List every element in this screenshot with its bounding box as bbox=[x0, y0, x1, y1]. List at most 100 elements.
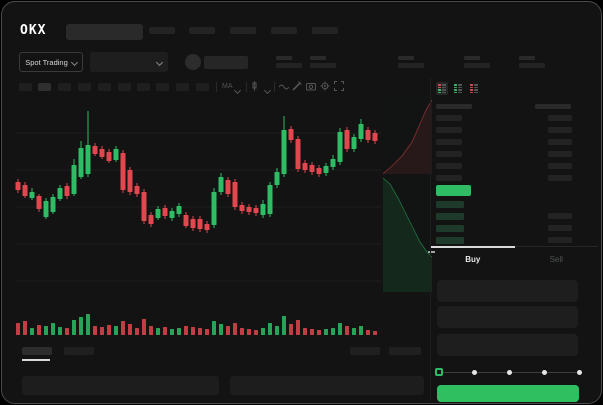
volume-bar bbox=[65, 328, 69, 335]
icon-row bbox=[470, 84, 478, 86]
bid-amount-placeholder[interactable] bbox=[548, 213, 572, 219]
timeframe-button[interactable] bbox=[38, 83, 51, 91]
bid-price-placeholder[interactable] bbox=[436, 213, 464, 220]
tab-buy[interactable]: Buy bbox=[431, 246, 515, 272]
indicator-ma-button[interactable]: MA bbox=[222, 83, 233, 90]
ask-amount-placeholder[interactable] bbox=[548, 151, 572, 157]
volume-bar bbox=[156, 328, 160, 335]
ask-amount-placeholder[interactable] bbox=[548, 115, 572, 121]
volume-bar bbox=[177, 328, 181, 335]
candle-body bbox=[344, 130, 350, 149]
bottom-action-placeholder[interactable] bbox=[350, 347, 380, 355]
chevron-down-icon bbox=[155, 58, 164, 67]
tab-sell[interactable]: Sell bbox=[549, 255, 563, 264]
toolbar-divider bbox=[274, 82, 275, 92]
draw-pencil-icon[interactable] bbox=[292, 81, 302, 91]
bid-price-placeholder[interactable] bbox=[436, 237, 464, 244]
ask-price-placeholder[interactable] bbox=[436, 163, 462, 169]
chevron-down-icon bbox=[70, 58, 78, 66]
orders-panel-placeholder bbox=[22, 376, 219, 395]
pair-dropdown[interactable] bbox=[90, 52, 168, 72]
ask-price-placeholder[interactable] bbox=[436, 127, 462, 133]
bid-price-placeholder[interactable] bbox=[436, 225, 464, 232]
icon-dot bbox=[454, 84, 457, 86]
timeframe-button[interactable] bbox=[176, 83, 189, 91]
volume-bar bbox=[30, 328, 34, 335]
volume-bar bbox=[324, 329, 328, 335]
icon-line bbox=[458, 86, 462, 89]
book-both-sides-icon[interactable] bbox=[436, 82, 448, 95]
slider-stop[interactable] bbox=[576, 369, 582, 375]
bottom-tab-placeholder[interactable] bbox=[64, 347, 94, 355]
icon-line bbox=[474, 89, 478, 91]
amount-percent-slider[interactable] bbox=[435, 367, 582, 377]
bid-amount-placeholder[interactable] bbox=[548, 237, 572, 243]
book-asks-only-icon[interactable] bbox=[468, 82, 480, 95]
stat-label-placeholder bbox=[310, 56, 326, 60]
timeframe-button[interactable] bbox=[98, 83, 111, 91]
search-input[interactable] bbox=[66, 24, 143, 40]
candle-body bbox=[57, 188, 63, 199]
candle-body bbox=[64, 186, 70, 196]
timeframe-button[interactable] bbox=[156, 83, 169, 91]
candle-body bbox=[134, 186, 140, 194]
ask-amount-placeholder[interactable] bbox=[548, 139, 572, 145]
candle-body bbox=[15, 182, 21, 190]
nav-item-placeholder[interactable] bbox=[312, 27, 338, 34]
candle-body bbox=[113, 149, 119, 160]
candle-body bbox=[106, 152, 112, 161]
chart-type-button[interactable] bbox=[252, 81, 261, 91]
line-wave-icon[interactable] bbox=[279, 81, 289, 91]
icon-line bbox=[474, 84, 478, 86]
chevron-down-icon[interactable] bbox=[233, 86, 242, 97]
timeframe-button[interactable] bbox=[58, 83, 71, 91]
slider-stop[interactable] bbox=[506, 369, 512, 375]
camera-icon[interactable] bbox=[306, 81, 316, 91]
fullscreen-icon[interactable] bbox=[334, 81, 344, 91]
total-input[interactable] bbox=[437, 334, 578, 356]
amount-input[interactable] bbox=[437, 306, 578, 328]
bottom-action-placeholder[interactable] bbox=[389, 347, 421, 355]
stat-label-placeholder bbox=[276, 56, 292, 60]
nav-item-placeholder[interactable] bbox=[149, 27, 175, 34]
market-type-selector[interactable]: Spot Trading bbox=[19, 52, 83, 72]
book-bids-only-icon[interactable] bbox=[452, 82, 464, 95]
slider-handle[interactable] bbox=[435, 367, 443, 376]
timeframe-button[interactable] bbox=[196, 83, 209, 91]
timeframe-button[interactable] bbox=[19, 83, 32, 91]
candle-body bbox=[148, 215, 154, 224]
candle-body bbox=[351, 137, 357, 149]
ask-price-placeholder[interactable] bbox=[436, 175, 462, 181]
ask-price-placeholder[interactable] bbox=[436, 115, 462, 121]
ask-price-placeholder[interactable] bbox=[436, 151, 462, 157]
candle-body bbox=[99, 149, 105, 157]
nav-item-placeholder[interactable] bbox=[271, 27, 297, 34]
candle-body bbox=[190, 219, 196, 228]
slider-stop[interactable] bbox=[541, 369, 547, 375]
price-input[interactable] bbox=[437, 280, 578, 302]
settings-gear-icon[interactable] bbox=[320, 81, 330, 91]
ask-amount-placeholder[interactable] bbox=[548, 127, 572, 133]
timeframe-button[interactable] bbox=[78, 83, 91, 91]
nav-item-placeholder[interactable] bbox=[189, 27, 215, 34]
bid-price-placeholder[interactable] bbox=[436, 201, 464, 208]
ask-amount-placeholder[interactable] bbox=[548, 175, 572, 181]
last-price-highlight[interactable] bbox=[436, 185, 471, 196]
bid-amount-placeholder[interactable] bbox=[548, 225, 572, 231]
timeframe-button[interactable] bbox=[137, 83, 150, 91]
candle-body bbox=[176, 206, 182, 214]
volume-bar bbox=[352, 328, 356, 335]
ask-price-placeholder[interactable] bbox=[436, 139, 462, 145]
ask-amount-placeholder[interactable] bbox=[548, 163, 572, 169]
volume-bar bbox=[275, 326, 279, 335]
bottom-tab-placeholder[interactable] bbox=[22, 347, 52, 355]
buy-submit-button[interactable] bbox=[437, 385, 579, 402]
icon-dot bbox=[438, 84, 441, 86]
slider-stop[interactable] bbox=[471, 369, 477, 375]
nav-item-placeholder[interactable] bbox=[230, 27, 256, 34]
chevron-down-icon[interactable] bbox=[263, 86, 272, 97]
timeframe-button[interactable] bbox=[118, 83, 131, 91]
candle-body bbox=[50, 197, 56, 212]
candle-body bbox=[288, 129, 294, 140]
volume-bar bbox=[93, 326, 97, 335]
